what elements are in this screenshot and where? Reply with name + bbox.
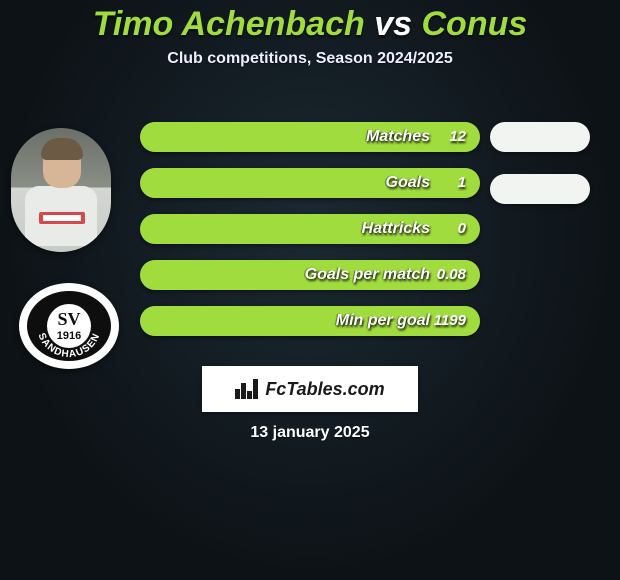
stat-value: 0.08 [437,260,466,290]
stat-row: Min per goal1199 [140,306,480,336]
stat-value: 1199 [434,306,466,336]
stat-row: Matches 12 [140,122,480,152]
stat-value: 1 [458,168,466,198]
stat-row: Goals 1 [140,168,480,198]
bar-chart-icon [235,377,259,401]
svg-text:SV: SV [57,309,80,329]
fctables-label: FcTables.com [265,379,384,400]
opponent-stat-pill [490,174,590,204]
page-subtitle: Club competitions, Season 2024/2025 [0,50,620,68]
stat-row: Goals per match0.08 [140,260,480,290]
club-logo: SV 1916 SANDHAUSEN [19,283,119,369]
stat-label: Min per goal [140,306,430,336]
page-date: 13 january 2025 [0,424,620,442]
club-year: 1916 [57,330,81,342]
player-avatar [11,128,111,252]
svg-text:1916: 1916 [57,330,81,342]
stat-label: Hattricks [140,214,430,244]
club-sv: SV [57,309,80,329]
stat-label: Goals per match [140,260,430,290]
stat-row: Hattricks 0 [140,214,480,244]
stat-value: 0 [458,214,466,244]
stats-chart: Matches 12 Goals 1 Hattricks 0 Goals per match… [140,122,480,352]
stat-label: Matches [140,122,430,152]
stat-label: Goals [140,168,430,198]
opponent-stat-pill [490,122,590,152]
stat-value: 12 [449,122,466,152]
page-title: Timo Achenbach vs Conus [0,0,620,44]
fctables-badge: FcTables.com [202,366,418,412]
